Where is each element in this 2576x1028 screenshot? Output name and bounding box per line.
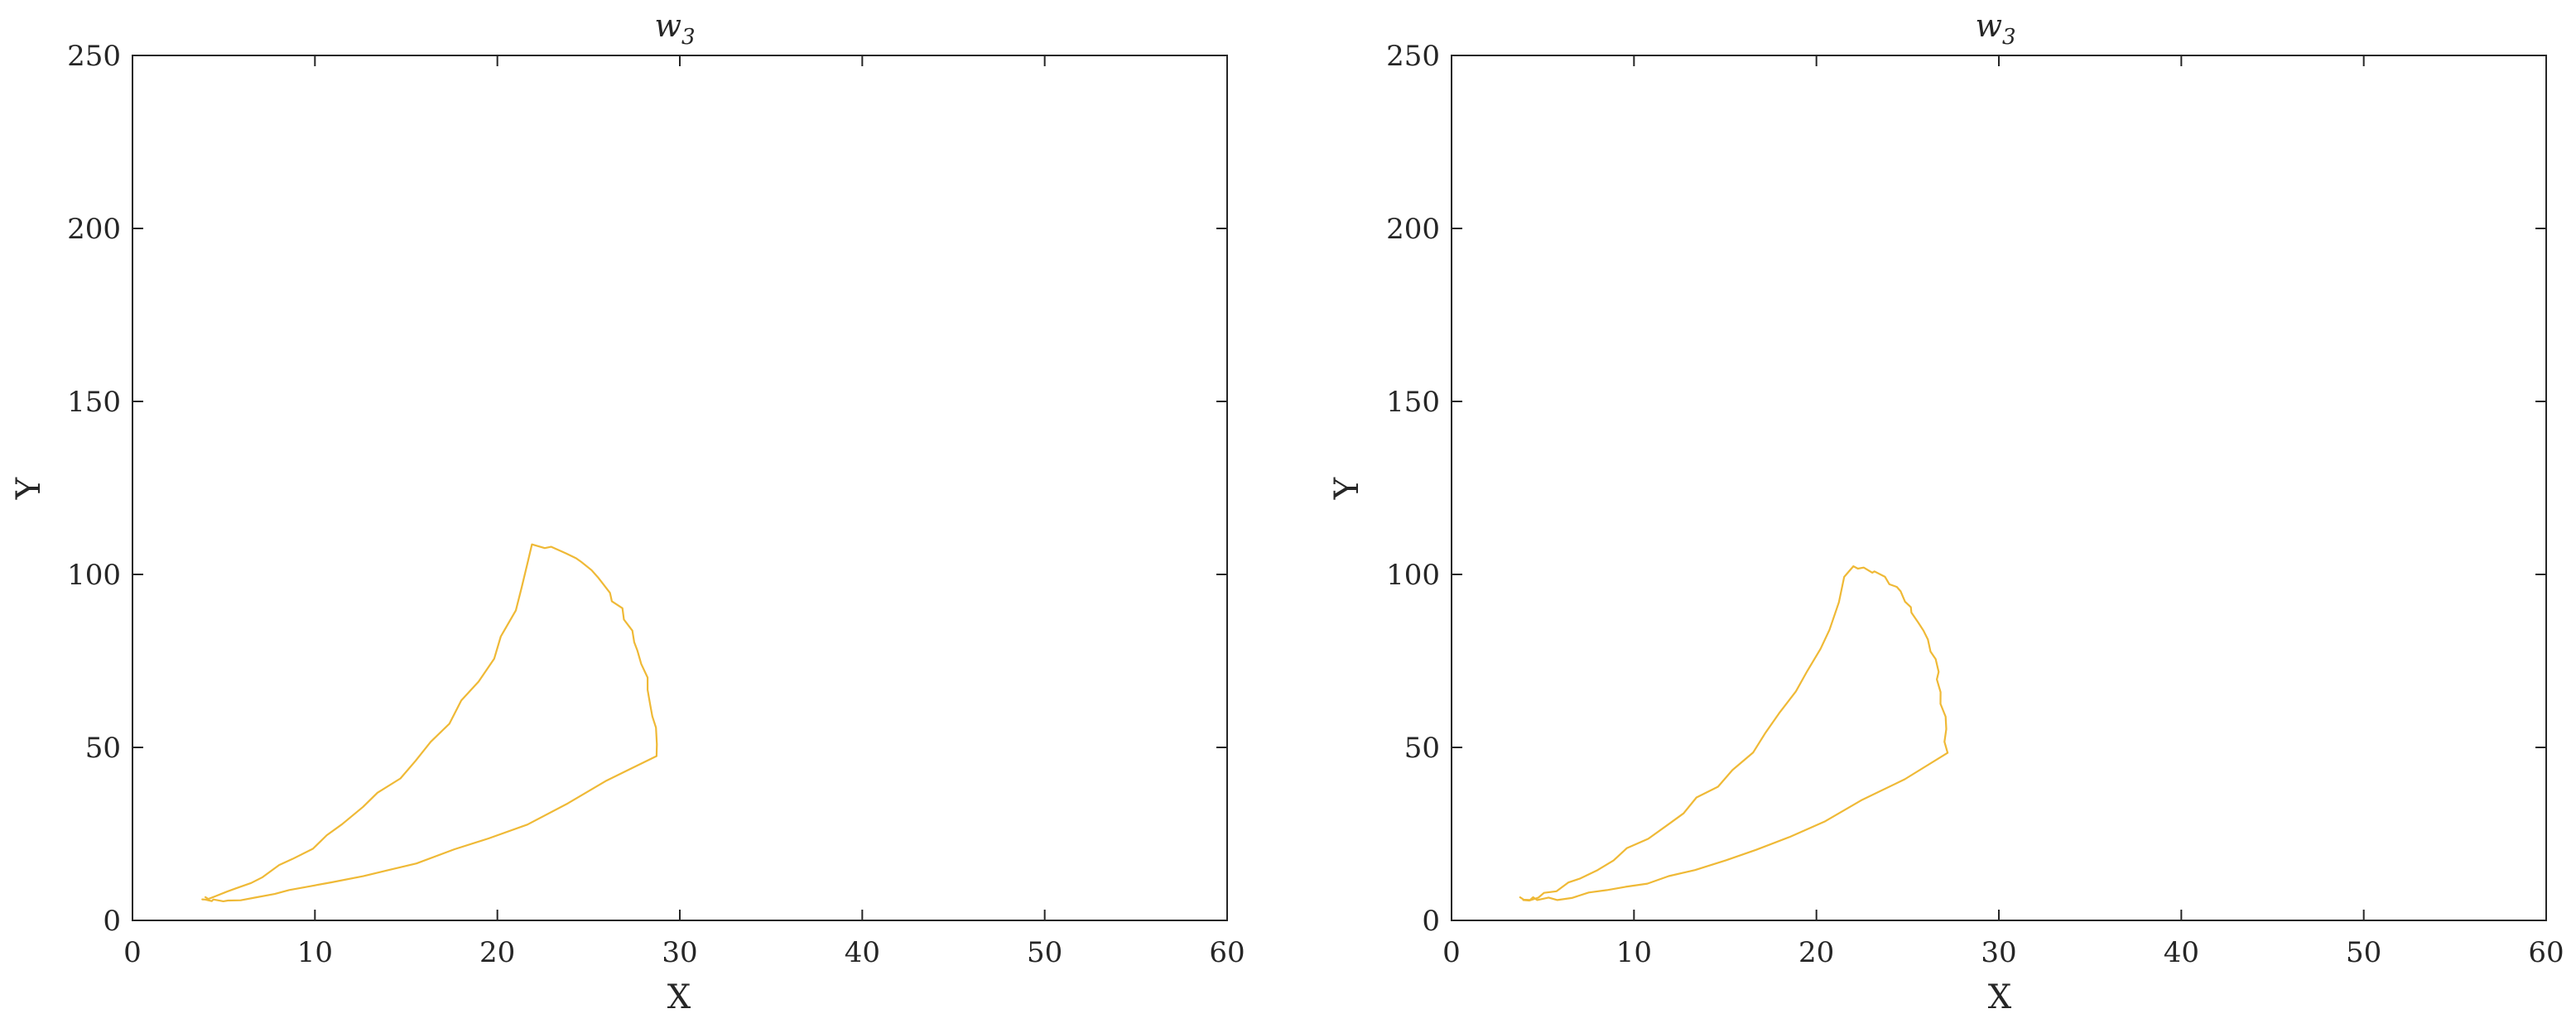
left-x-tick-label: 30 xyxy=(662,936,697,969)
right-plot-title: w3 xyxy=(1975,7,2015,50)
left-plot-trajectory xyxy=(201,543,658,902)
right-x-tick-label: 60 xyxy=(2528,936,2564,969)
left-plot-axes-frame xyxy=(132,55,1228,921)
right-plot-tick-labels: 0 10 20 30 40 50 60 0 50 100 150 200 250 xyxy=(1386,40,2564,969)
left-y-tick-label: 0 xyxy=(103,905,121,938)
right-x-tick-label: 0 xyxy=(1442,936,1461,969)
left-plot-tick-labels: 0 10 20 30 40 50 60 0 50 100 150 200 250 xyxy=(67,40,1245,969)
right-x-tick-label: 50 xyxy=(2346,936,2381,969)
left-y-tick-label: 250 xyxy=(67,40,121,73)
right-x-tick-label: 40 xyxy=(2164,936,2199,969)
right-y-tick-label: 50 xyxy=(1404,732,1440,765)
left-y-tick-label: 200 xyxy=(67,213,121,246)
left-trajectory-line xyxy=(201,543,658,902)
right-y-tick-label: 200 xyxy=(1386,213,1440,246)
left-plot: w3 Y X 0 10 20 30 40 50 60 0 50 100 150 200 250 xyxy=(10,7,1245,1016)
right-plot: w3 Y X 0 10 20 30 40 50 60 0 50 100 150 200 250 xyxy=(1328,7,2564,1016)
left-x-tick-label: 60 xyxy=(1209,936,1245,969)
right-x-tick-label: 20 xyxy=(1798,936,1834,969)
left-plot-xlabel: X xyxy=(667,978,691,1016)
left-x-tick-label: 50 xyxy=(1027,936,1062,969)
left-y-tick-label: 150 xyxy=(67,386,121,419)
right-plot-trajectory xyxy=(1519,565,1949,902)
left-plot-title: w3 xyxy=(654,7,695,50)
right-y-tick-label: 250 xyxy=(1386,40,1440,73)
left-x-tick-label: 20 xyxy=(479,936,515,969)
right-x-tick-label: 30 xyxy=(1981,936,2016,969)
right-trajectory-line xyxy=(1519,565,1949,902)
right-y-tick-label: 150 xyxy=(1386,386,1440,419)
right-plot-ylabel: Y xyxy=(1328,477,1366,500)
left-plot-ylabel: Y xyxy=(10,477,48,500)
right-plot-xlabel: X xyxy=(1988,978,2012,1016)
left-y-tick-label: 100 xyxy=(67,559,121,592)
left-x-tick-label: 10 xyxy=(297,936,333,969)
left-x-tick-label: 40 xyxy=(845,936,880,969)
left-x-tick-label: 0 xyxy=(123,936,142,969)
left-y-tick-label: 50 xyxy=(85,732,121,765)
right-plot-axes-frame xyxy=(1451,55,2547,921)
right-y-tick-label: 100 xyxy=(1386,559,1440,592)
right-y-tick-label: 0 xyxy=(1422,905,1440,938)
right-x-tick-label: 10 xyxy=(1616,936,1652,969)
